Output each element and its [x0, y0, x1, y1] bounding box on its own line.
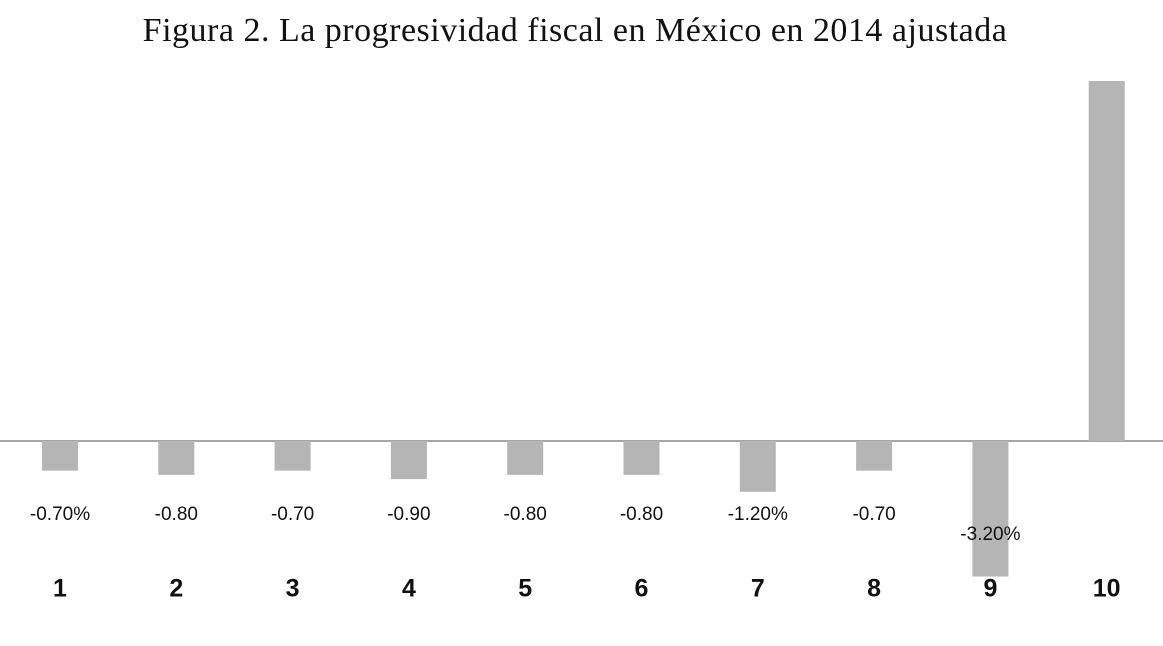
- x-tick-label: 6: [635, 575, 649, 603]
- chart-title: Figura 2. La progresividad fiscal en Méx…: [143, 12, 1008, 49]
- value-label: -0.90: [387, 504, 430, 525]
- x-tick-label: 7: [751, 575, 765, 603]
- x-tick-label: 9: [983, 575, 997, 603]
- value-label: -0.80: [620, 504, 663, 525]
- bar: [390, 441, 427, 480]
- x-tick-label: 1: [53, 575, 67, 603]
- x-tick-label: 5: [518, 575, 532, 603]
- x-tick-label: 8: [867, 575, 881, 603]
- bar: [1088, 81, 1125, 441]
- bar: [739, 441, 776, 492]
- bar: [856, 441, 893, 471]
- x-tick-label: 10: [1093, 575, 1121, 603]
- value-label: -3.20%: [960, 524, 1020, 545]
- x-tick-label: 3: [286, 575, 300, 603]
- bar: [623, 441, 660, 475]
- x-tick-label: 2: [169, 575, 183, 603]
- bar: [274, 441, 311, 471]
- bar: [42, 441, 78, 471]
- x-tick-label: 4: [402, 575, 416, 603]
- bar: [972, 441, 1009, 577]
- value-label: -0.70%: [30, 504, 90, 525]
- bar: [158, 441, 195, 475]
- bar: [507, 441, 544, 475]
- value-label: -0.70: [271, 504, 314, 525]
- value-label: -1.20%: [728, 504, 788, 525]
- value-label: -0.80: [504, 504, 547, 525]
- value-label: -0.70: [852, 504, 895, 525]
- value-label: -0.80: [155, 504, 198, 525]
